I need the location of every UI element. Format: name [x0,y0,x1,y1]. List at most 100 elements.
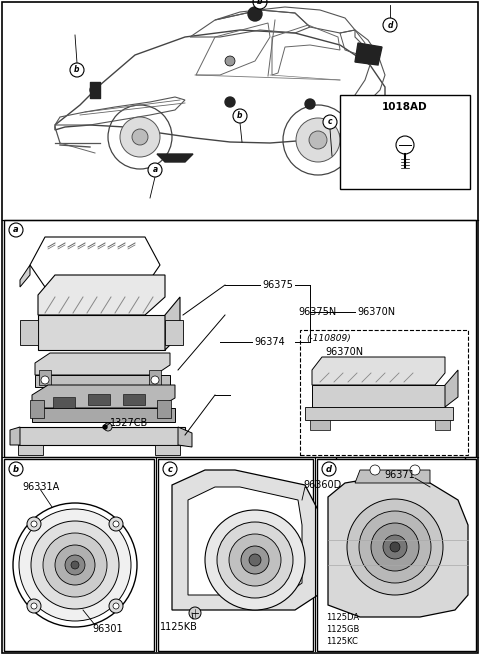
Circle shape [371,523,419,571]
Circle shape [103,425,107,429]
Circle shape [163,462,177,476]
Text: 96375N: 96375N [298,307,336,317]
Text: 1125GB: 1125GB [326,624,360,633]
Circle shape [225,56,235,66]
Bar [30,400,44,418]
Polygon shape [305,407,453,420]
Polygon shape [20,265,30,287]
Circle shape [113,521,119,527]
Circle shape [19,509,131,621]
Circle shape [113,603,119,609]
Text: 96331A: 96331A [22,482,59,492]
Polygon shape [32,385,175,408]
Text: b: b [13,464,19,474]
Bar [300,330,468,455]
Text: c: c [328,117,332,126]
Circle shape [390,542,400,552]
Polygon shape [312,357,445,385]
Text: d: d [387,20,393,29]
Text: 1125DA: 1125DA [326,612,359,622]
Circle shape [31,521,119,609]
Bar [39,370,51,385]
Text: 96370N: 96370N [325,347,363,357]
Circle shape [217,522,293,598]
Text: 96374: 96374 [254,337,285,347]
Circle shape [189,607,201,619]
Polygon shape [32,408,175,422]
Circle shape [323,115,337,129]
Circle shape [249,554,261,566]
Circle shape [383,18,397,32]
Text: 96301: 96301 [92,624,122,634]
Polygon shape [157,154,193,162]
Circle shape [13,503,137,627]
Circle shape [31,603,37,609]
Polygon shape [10,427,20,445]
Circle shape [410,465,420,475]
Circle shape [132,129,148,145]
Circle shape [370,465,380,475]
Polygon shape [312,385,445,407]
Text: a: a [13,225,19,234]
Circle shape [90,85,100,95]
Polygon shape [165,297,180,350]
Circle shape [309,131,327,149]
Text: 1125KB: 1125KB [160,622,198,632]
Circle shape [241,546,269,574]
Circle shape [296,118,340,162]
Circle shape [70,63,84,77]
Circle shape [71,561,79,569]
Bar [165,320,183,345]
Polygon shape [355,470,430,483]
Text: 96360D: 96360D [303,480,341,490]
Polygon shape [188,487,302,595]
Bar [435,420,450,430]
Polygon shape [172,470,318,610]
Text: 1327CB: 1327CB [110,418,148,428]
Bar [336,416,465,517]
Text: 96375: 96375 [262,280,293,290]
Bar [4,459,154,651]
Bar [149,370,161,385]
Text: a: a [153,166,157,174]
Circle shape [41,376,49,384]
Circle shape [65,555,85,575]
Polygon shape [35,375,170,387]
Circle shape [55,545,95,585]
Polygon shape [30,237,160,287]
Text: (-110809): (-110809) [306,333,351,343]
Circle shape [27,517,41,531]
Circle shape [347,499,443,595]
Bar [123,394,145,405]
Circle shape [43,533,107,597]
Bar [53,397,75,408]
Polygon shape [38,275,165,315]
Circle shape [248,7,262,21]
Text: 96371: 96371 [384,470,415,480]
Text: 1125KC: 1125KC [326,637,358,645]
Circle shape [27,599,41,613]
Text: 1018AD: 1018AD [382,102,428,112]
Circle shape [305,99,315,109]
Circle shape [109,517,123,531]
Polygon shape [328,477,468,617]
Circle shape [233,109,247,123]
Polygon shape [38,315,165,350]
Polygon shape [35,353,170,375]
Text: d: d [326,464,332,474]
Bar [4,220,476,457]
Circle shape [205,510,305,610]
Text: b: b [237,111,243,121]
Polygon shape [355,43,382,65]
Bar [317,459,476,651]
Text: b: b [257,0,263,7]
Circle shape [9,223,23,237]
Polygon shape [178,427,192,447]
Circle shape [383,535,407,559]
Circle shape [151,376,159,384]
Text: b: b [74,66,80,75]
Bar [157,400,171,418]
Bar [310,420,330,430]
Circle shape [229,534,281,586]
Circle shape [253,0,267,9]
